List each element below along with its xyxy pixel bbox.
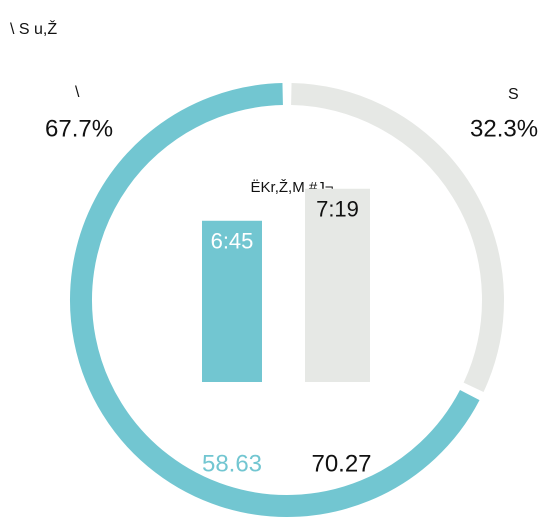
donut-segment [70, 83, 480, 517]
bar-value: 58.63 [202, 450, 262, 477]
bar-category: 7:19 [316, 197, 359, 222]
bar-value: 70.27 [311, 450, 371, 477]
segment-value: 32.3% [470, 115, 538, 142]
title: \ S u,Ž [10, 19, 57, 38]
segment-label: \ [75, 84, 80, 101]
bar [202, 220, 262, 382]
segment-label: S [508, 86, 519, 103]
donut-segment [291, 83, 504, 392]
bar [305, 188, 370, 382]
bar-category: 6:45 [211, 229, 254, 254]
segment-value: 67.7% [45, 115, 113, 142]
